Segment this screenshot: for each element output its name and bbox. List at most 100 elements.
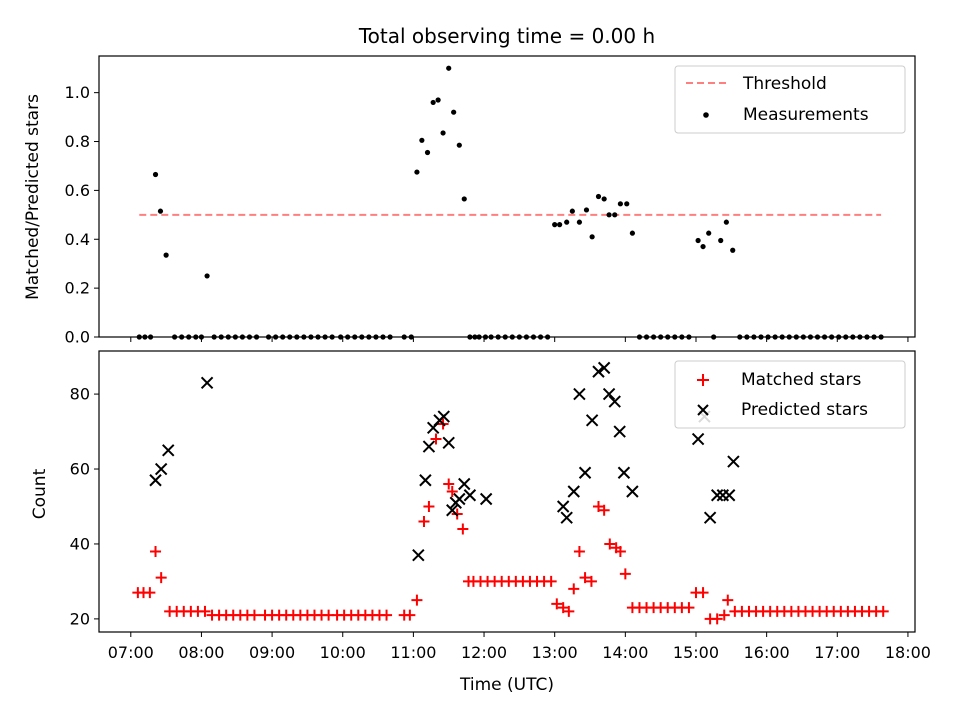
matched-stars-point [614,545,626,557]
matched-stars-point [579,572,591,584]
measurements-point [617,201,623,207]
predicted-stars-point [617,466,631,479]
legend-predicted-label: Predicted stars [741,400,868,420]
x-axis-label: Time (UTC) [459,675,554,695]
measurements-point [414,169,420,175]
predicted-stars-point [556,500,570,513]
predicted-stars-point [422,440,436,453]
predicted-stars-point [703,511,717,524]
measurements-point [552,222,558,228]
x-tick-label: 17:00 [814,643,860,662]
counts-x-axis: 07:00 08:00 09:00 10:00 11:00 12:00 13:00 14:00… [108,632,931,662]
matched-stars-point [598,504,610,516]
measurements-point [730,247,736,253]
matched-stars-point [545,575,557,587]
y-tick-label: 20 [70,609,90,628]
measurements-point [157,208,164,214]
predicted-stars-point [412,548,425,562]
ratio-y-axis-label: Matched/Predicted stars [23,94,43,300]
measurements-point [612,212,618,218]
matched-stars-point [877,605,889,617]
matched-stars-point [718,609,730,621]
measurements-point [695,237,701,244]
ratio-panel: 0.0 0.2 0.4 0.6 0.8 1.0 Matched/Predicted sta… [23,55,916,347]
y-tick-label: 0.8 [65,132,90,151]
predicted-stars-point [613,425,626,438]
predicted-stars-point [578,466,592,479]
legend-matched-label: Matched stars [741,370,861,390]
legend-threshold-label: Threshold [742,74,827,94]
x-tick-label: 18:00 [885,643,931,662]
counts-panel-frame [98,350,916,633]
matched-stars-point [457,523,469,535]
predicted-stars-point [602,387,616,401]
predicted-stars-point [200,376,214,390]
measurements-point [152,171,159,178]
measurements-point [456,142,462,148]
y-tick-label: 0.2 [65,279,90,298]
matched-stars-point [199,605,211,617]
x-tick-label: 11:00 [390,643,436,662]
x-tick-label: 14:00 [602,643,648,662]
matched-stars-point [404,609,416,621]
counts-y-axis: 20 40 60 80 [70,385,99,628]
predicted-stars-point [608,395,621,408]
measurements-point [700,243,706,250]
matched-stars-point [381,609,393,621]
y-tick-label: 0.4 [65,230,90,249]
predicted-stars-point [154,462,168,476]
counts-panel: 20 40 60 80 07:00 08:00 09:00 10:00 11:00 12:00 1… [30,350,931,695]
predicted-stars-point [691,432,705,446]
matched-stars-point [585,575,597,587]
matched-stars-point [155,572,167,584]
predicted-stars-point [463,489,477,502]
ratio-legend-box [674,65,906,134]
counts-legend-box [674,360,906,429]
predicted-stars-point [727,455,740,468]
predicted-stars-point [419,474,432,487]
predicted-stars-point [710,489,724,502]
x-tick-label: 16:00 [744,643,790,662]
y-tick-label: 1.0 [65,83,90,102]
measurements-point [601,196,607,202]
counts-y-axis-label: Count [30,468,50,519]
measurements-point [576,219,583,225]
matched-stars-point [443,478,455,490]
measurements-point [557,222,563,228]
measurements-point [424,149,431,156]
matched-stars-point [248,609,260,621]
y-tick-label: 80 [70,385,90,404]
matched-stars-point [423,500,435,512]
matched-stars-point [418,515,430,527]
y-tick-label: 60 [70,460,90,479]
matched-stars-point [411,594,423,606]
y-tick-label: 0.6 [65,181,90,200]
ratio-legend: Threshold Measurements [674,65,906,134]
matched-stars-point [446,486,458,497]
measurements-point [606,212,612,218]
ratio-y-axis: 0.0 0.2 0.4 0.6 0.8 1.0 [65,83,99,347]
predicted-stars-point [560,511,573,524]
predicted-stars-point [567,485,580,498]
x-tick-label: 09:00 [249,643,295,662]
measurements-point [461,196,467,202]
chart-title: Total observing time = 0.00 h [358,24,655,48]
predicted-stars-point [446,504,459,517]
measurements-point [569,208,575,214]
predicted-stars-point [453,492,466,506]
ratio-plot-area [136,65,884,340]
matched-stars-point [619,568,631,580]
matched-stars-point [711,613,723,625]
matched-stars-point [604,538,616,550]
predicted-stars-point [626,485,639,498]
measurements-point [718,237,724,244]
measurements-point [435,97,441,103]
predicted-stars-point [442,436,455,450]
predicted-stars-point [162,444,175,457]
predicted-stars-point [585,414,599,427]
matched-stars-point [150,545,162,557]
legend-measurements-dot-icon [703,112,709,118]
matched-stars-point [563,605,575,617]
counts-plot-area [132,361,889,625]
measurements-point [583,207,590,213]
